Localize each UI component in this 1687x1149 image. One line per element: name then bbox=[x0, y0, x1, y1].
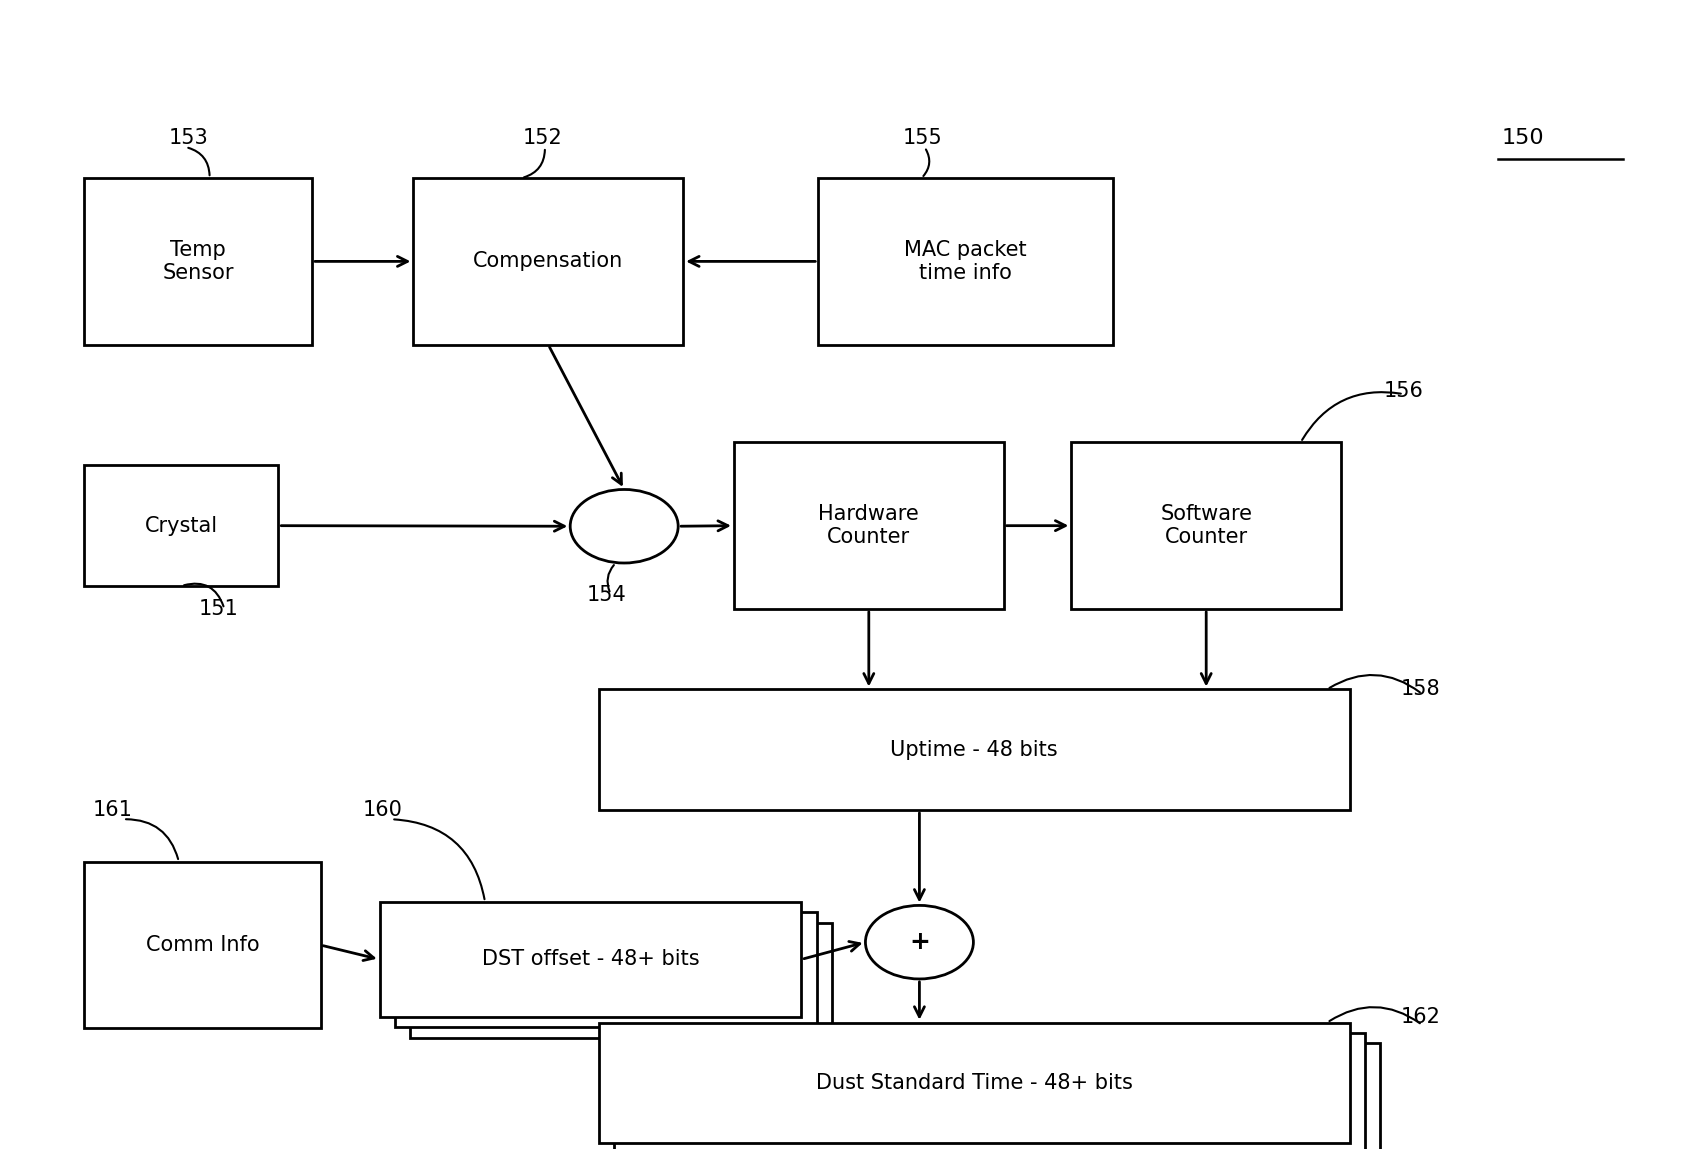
Text: Software
Counter: Software Counter bbox=[1161, 504, 1252, 547]
Text: Uptime - 48 bits: Uptime - 48 bits bbox=[891, 740, 1058, 759]
Text: 151: 151 bbox=[199, 599, 240, 619]
Text: MAC packet
time info: MAC packet time info bbox=[904, 240, 1027, 283]
FancyBboxPatch shape bbox=[395, 912, 817, 1027]
FancyBboxPatch shape bbox=[84, 178, 312, 345]
Circle shape bbox=[570, 489, 678, 563]
FancyBboxPatch shape bbox=[599, 689, 1350, 810]
Text: Dust Standard Time - 48+ bits: Dust Standard Time - 48+ bits bbox=[817, 1073, 1132, 1093]
Text: 162: 162 bbox=[1400, 1007, 1441, 1027]
FancyBboxPatch shape bbox=[614, 1033, 1365, 1149]
Text: DST offset - 48+ bits: DST offset - 48+ bits bbox=[481, 949, 700, 970]
FancyBboxPatch shape bbox=[410, 923, 832, 1038]
FancyBboxPatch shape bbox=[599, 1023, 1350, 1143]
Text: Crystal: Crystal bbox=[145, 516, 218, 535]
FancyBboxPatch shape bbox=[818, 178, 1113, 345]
Text: 155: 155 bbox=[903, 128, 943, 148]
FancyBboxPatch shape bbox=[380, 902, 801, 1017]
FancyBboxPatch shape bbox=[1071, 442, 1341, 609]
Text: Comm Info: Comm Info bbox=[145, 935, 260, 955]
FancyBboxPatch shape bbox=[734, 442, 1004, 609]
FancyBboxPatch shape bbox=[629, 1043, 1380, 1149]
Text: Temp
Sensor: Temp Sensor bbox=[162, 240, 234, 283]
Text: +: + bbox=[909, 931, 930, 954]
Text: 156: 156 bbox=[1383, 380, 1424, 401]
Circle shape bbox=[865, 905, 973, 979]
Text: 161: 161 bbox=[93, 800, 133, 820]
Text: 154: 154 bbox=[587, 585, 628, 606]
Text: 150: 150 bbox=[1501, 128, 1544, 148]
FancyBboxPatch shape bbox=[84, 465, 278, 586]
Text: Compensation: Compensation bbox=[472, 252, 624, 271]
Text: Hardware
Counter: Hardware Counter bbox=[818, 504, 919, 547]
FancyBboxPatch shape bbox=[84, 862, 321, 1028]
Text: 158: 158 bbox=[1400, 679, 1439, 700]
Text: 153: 153 bbox=[169, 128, 209, 148]
Text: 152: 152 bbox=[523, 128, 563, 148]
Text: 160: 160 bbox=[363, 800, 403, 820]
FancyBboxPatch shape bbox=[413, 178, 683, 345]
